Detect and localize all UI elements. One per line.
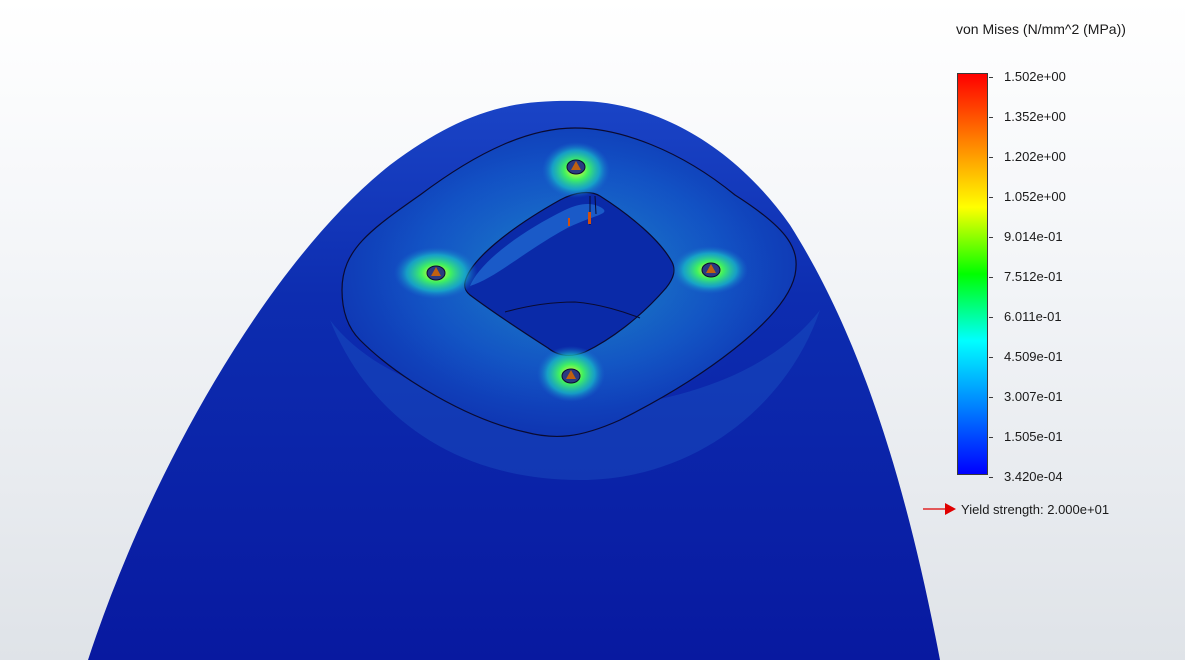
legend-tick-label: 4.509e-01 — [1004, 349, 1063, 364]
yield-strength-row: Yield strength: 2.000e+01 — [923, 500, 1109, 518]
legend-tick-label: 1.052e+00 — [1004, 189, 1066, 204]
legend-tick-mark — [989, 477, 993, 478]
legend-tick-label: 7.512e-01 — [1004, 269, 1063, 284]
legend-tick-label: 1.505e-01 — [1004, 429, 1063, 444]
legend-tick-mark — [989, 197, 993, 198]
legend-tick-label: 1.502e+00 — [1004, 69, 1066, 84]
bolt-hole-right — [701, 262, 721, 278]
bolt-hole-bottom — [561, 368, 581, 384]
bolt-hole-left — [426, 265, 446, 281]
legend-tick-mark — [989, 317, 993, 318]
legend-tick-label: 3.007e-01 — [1004, 389, 1063, 404]
inner-wall — [470, 204, 605, 286]
legend-tick-label: 3.420e-04 — [1004, 469, 1063, 484]
legend-tick-mark — [989, 157, 993, 158]
legend-tick-label: 1.202e+00 — [1004, 149, 1066, 164]
stress-colorbar — [957, 73, 988, 475]
legend-tick-label: 1.352e+00 — [1004, 109, 1066, 124]
legend-tick-mark — [989, 77, 993, 78]
legend-tick-mark — [989, 117, 993, 118]
legend-tick-label: 6.011e-01 — [1004, 309, 1062, 324]
legend-tick-mark — [989, 437, 993, 438]
shell-shade — [330, 310, 820, 480]
legend-tick-mark — [989, 277, 993, 278]
legend-tick-mark — [989, 397, 993, 398]
square-opening — [464, 191, 675, 357]
legend-tick-mark — [989, 237, 993, 238]
legend-tick-mark — [989, 357, 993, 358]
legend-title: von Mises (N/mm^2 (MPa)) — [956, 21, 1126, 37]
yield-strength-label: Yield strength: 2.000e+01 — [961, 501, 1110, 517]
bolt-hole-top — [566, 159, 586, 175]
yield-arrow-icon — [923, 503, 956, 515]
legend-tick-label: 9.014e-01 — [1004, 229, 1063, 244]
